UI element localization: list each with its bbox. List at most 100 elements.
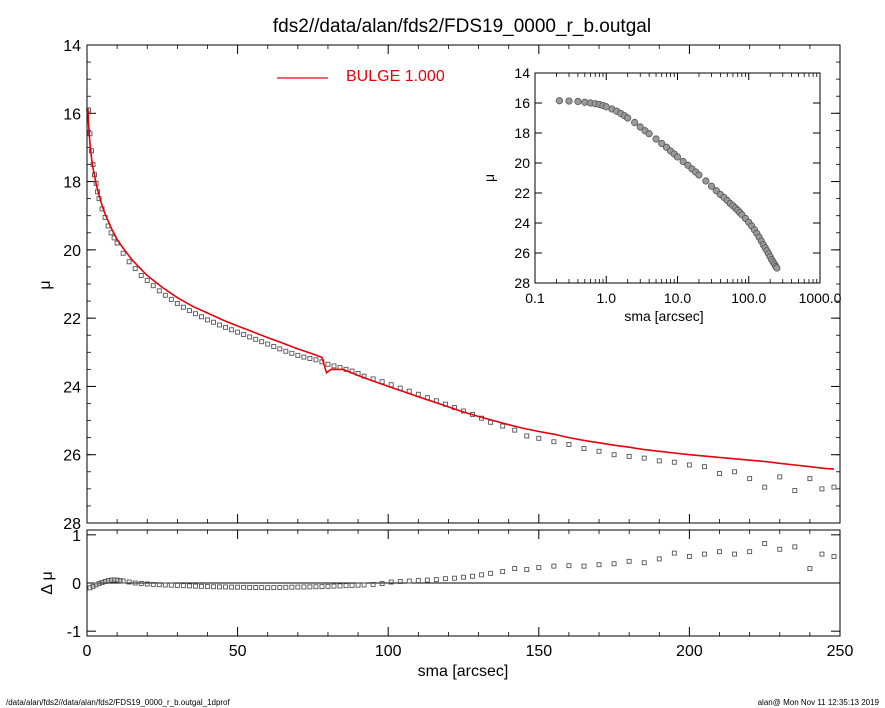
main-data-point xyxy=(132,266,138,272)
main-y-tick-label-4: 22 xyxy=(63,311,81,328)
residual-data-point xyxy=(150,581,156,587)
inset-data-point xyxy=(574,97,582,106)
main-data-point xyxy=(551,439,557,445)
main-data-point xyxy=(313,357,319,363)
residual-data-point xyxy=(144,581,150,587)
residual-data-point xyxy=(671,550,677,556)
x-tick-label-2: 100 xyxy=(375,643,402,660)
main-y-tick-label-3: 20 xyxy=(63,243,81,260)
residual-y-axis-label: Δ μ xyxy=(39,571,56,594)
bulge-model-line xyxy=(87,108,835,470)
main-y-axis-label: μ xyxy=(37,280,54,289)
inset-data-point xyxy=(702,177,710,185)
main-data-point xyxy=(283,348,289,354)
residual-data-point xyxy=(732,551,738,557)
residual-data-point xyxy=(762,541,768,546)
residual-data-point xyxy=(271,585,277,591)
residual-data-point xyxy=(337,583,343,589)
residual-data-point xyxy=(656,556,662,562)
inset-x-tick-label-0: 0.1 xyxy=(525,290,545,306)
chart-title: fds2//data/alan/fds2/FDS19_0000_r_b.outg… xyxy=(273,16,651,37)
main-data-point xyxy=(792,488,798,494)
inset-data-point xyxy=(631,118,639,127)
residual-data-point xyxy=(283,584,289,590)
main-data-point xyxy=(524,433,530,439)
residual-data-point xyxy=(611,561,617,567)
residual-data-point xyxy=(132,580,138,586)
residual-data-point xyxy=(138,581,144,586)
residual-data-point xyxy=(90,583,96,589)
residual-data-point xyxy=(596,562,602,568)
residual-data-point xyxy=(114,577,120,583)
x-tick-label-4: 200 xyxy=(676,643,703,660)
inset-y-tick-label-5: 24 xyxy=(514,215,530,231)
inset-x-ticks: 0.1 1.0 10.0 100.0 1000.0 xyxy=(525,73,842,306)
inset-data-point xyxy=(673,153,682,161)
residual-data-point xyxy=(551,563,557,569)
main-data-point xyxy=(247,334,253,340)
residual-data-point xyxy=(702,551,707,557)
residual-data-point xyxy=(343,583,349,589)
inset-x-tick-label-1: 1.0 xyxy=(597,290,617,306)
inset-data-points xyxy=(555,97,781,272)
residual-data-point xyxy=(217,584,222,590)
residual-data-point xyxy=(717,549,722,555)
main-data-point xyxy=(259,339,265,345)
footer-file-path: /data/alan/fds2//data/alan/fds2/FDS19_00… xyxy=(6,698,230,707)
main-data-point xyxy=(180,304,186,310)
residual-data-point xyxy=(313,584,319,590)
residual-data-point xyxy=(379,581,385,586)
inset-plot-frame xyxy=(534,72,821,284)
main-data-point xyxy=(162,292,168,298)
main-data-point xyxy=(295,352,301,358)
inset-data-point xyxy=(658,139,666,148)
residual-data-point xyxy=(524,567,530,572)
main-data-point xyxy=(277,346,283,352)
inset-y-tick-label-0: 14 xyxy=(514,65,530,81)
residual-data-point xyxy=(686,554,692,559)
residual-data-point xyxy=(301,584,307,590)
inset-data-point xyxy=(555,97,563,105)
inset-y-tick-label-7: 28 xyxy=(514,275,530,291)
residual-data-point xyxy=(397,579,403,585)
residual-data-point xyxy=(626,558,632,564)
residual-data-point xyxy=(199,583,204,589)
inset-data-point xyxy=(679,157,687,166)
main-data-point xyxy=(156,288,162,294)
x-tick-label-3: 150 xyxy=(525,643,552,660)
residual-data-point xyxy=(581,563,587,569)
inset-y-tick-label-6: 26 xyxy=(514,245,530,261)
main-y-tick-label-1: 16 xyxy=(63,106,81,123)
inset-data-point xyxy=(652,135,660,143)
residual-data-point xyxy=(355,582,361,588)
residual-data-point xyxy=(415,578,421,584)
main-data-point xyxy=(235,329,241,335)
main-data-point xyxy=(671,459,677,465)
residual-data-point xyxy=(452,575,457,581)
main-data-point xyxy=(120,250,126,256)
residual-data-point xyxy=(406,578,412,584)
residual-data-point xyxy=(319,584,325,590)
inset-x-tick-label-3: 100.0 xyxy=(731,290,766,306)
inset-y-tick-label-1: 16 xyxy=(514,95,530,111)
main-data-point xyxy=(807,476,813,482)
residual-data-point xyxy=(512,566,518,571)
residual-data-point xyxy=(831,554,837,559)
main-data-point xyxy=(144,278,150,284)
residual-data-point xyxy=(479,572,485,578)
residual-data-point xyxy=(433,577,439,583)
inset-data-point xyxy=(624,114,632,122)
inset-x-axis-label: sma [arcsec] xyxy=(624,308,703,324)
residual-data-point xyxy=(388,579,394,585)
residual-data-point xyxy=(289,584,295,590)
residual-data-point xyxy=(99,580,105,585)
main-data-point xyxy=(289,350,295,356)
main-data-point xyxy=(641,455,647,461)
residual-data-point xyxy=(223,584,229,590)
main-data-point xyxy=(199,314,204,320)
residual-data-point xyxy=(105,578,111,584)
footer-timestamp: alan@ Mon Nov 11 12:35:13 2019 xyxy=(757,698,879,707)
main-data-point xyxy=(819,486,825,492)
residual-data-point xyxy=(819,551,825,557)
